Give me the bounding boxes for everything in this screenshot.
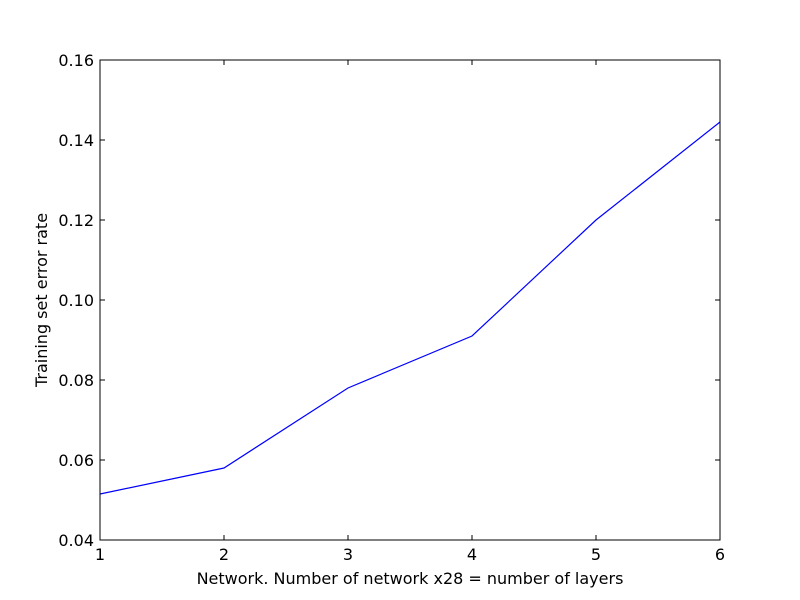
y-tick-label: 0.14: [58, 131, 94, 150]
y-tick-label: 0.04: [58, 531, 94, 550]
x-tick-label: 2: [219, 545, 229, 564]
ticks-layer: 1 2 3 4 5 6 0.04 0.06 0.08 0.10 0.12 0.14 0.16: [58, 51, 725, 564]
x-tick-label: 1: [95, 545, 105, 564]
x-axis-label: Network. Number of network x28 = number …: [197, 569, 624, 588]
series-line: [99, 121, 721, 495]
y-tick-label: 0.08: [58, 371, 94, 390]
plot-frame: [99, 59, 721, 541]
y-tick-label: 0.16: [58, 51, 94, 70]
series-layer: [99, 121, 721, 495]
x-tick-label: 5: [591, 545, 601, 564]
y-tick-label: 0.06: [58, 451, 94, 470]
x-tick-label: 3: [343, 545, 353, 564]
y-axis-label: Training set error rate: [32, 213, 51, 388]
x-tick-label: 4: [467, 545, 477, 564]
y-tick-label: 0.12: [58, 211, 94, 230]
x-tick-label: 6: [715, 545, 725, 564]
y-tick-label: 0.10: [58, 291, 94, 310]
